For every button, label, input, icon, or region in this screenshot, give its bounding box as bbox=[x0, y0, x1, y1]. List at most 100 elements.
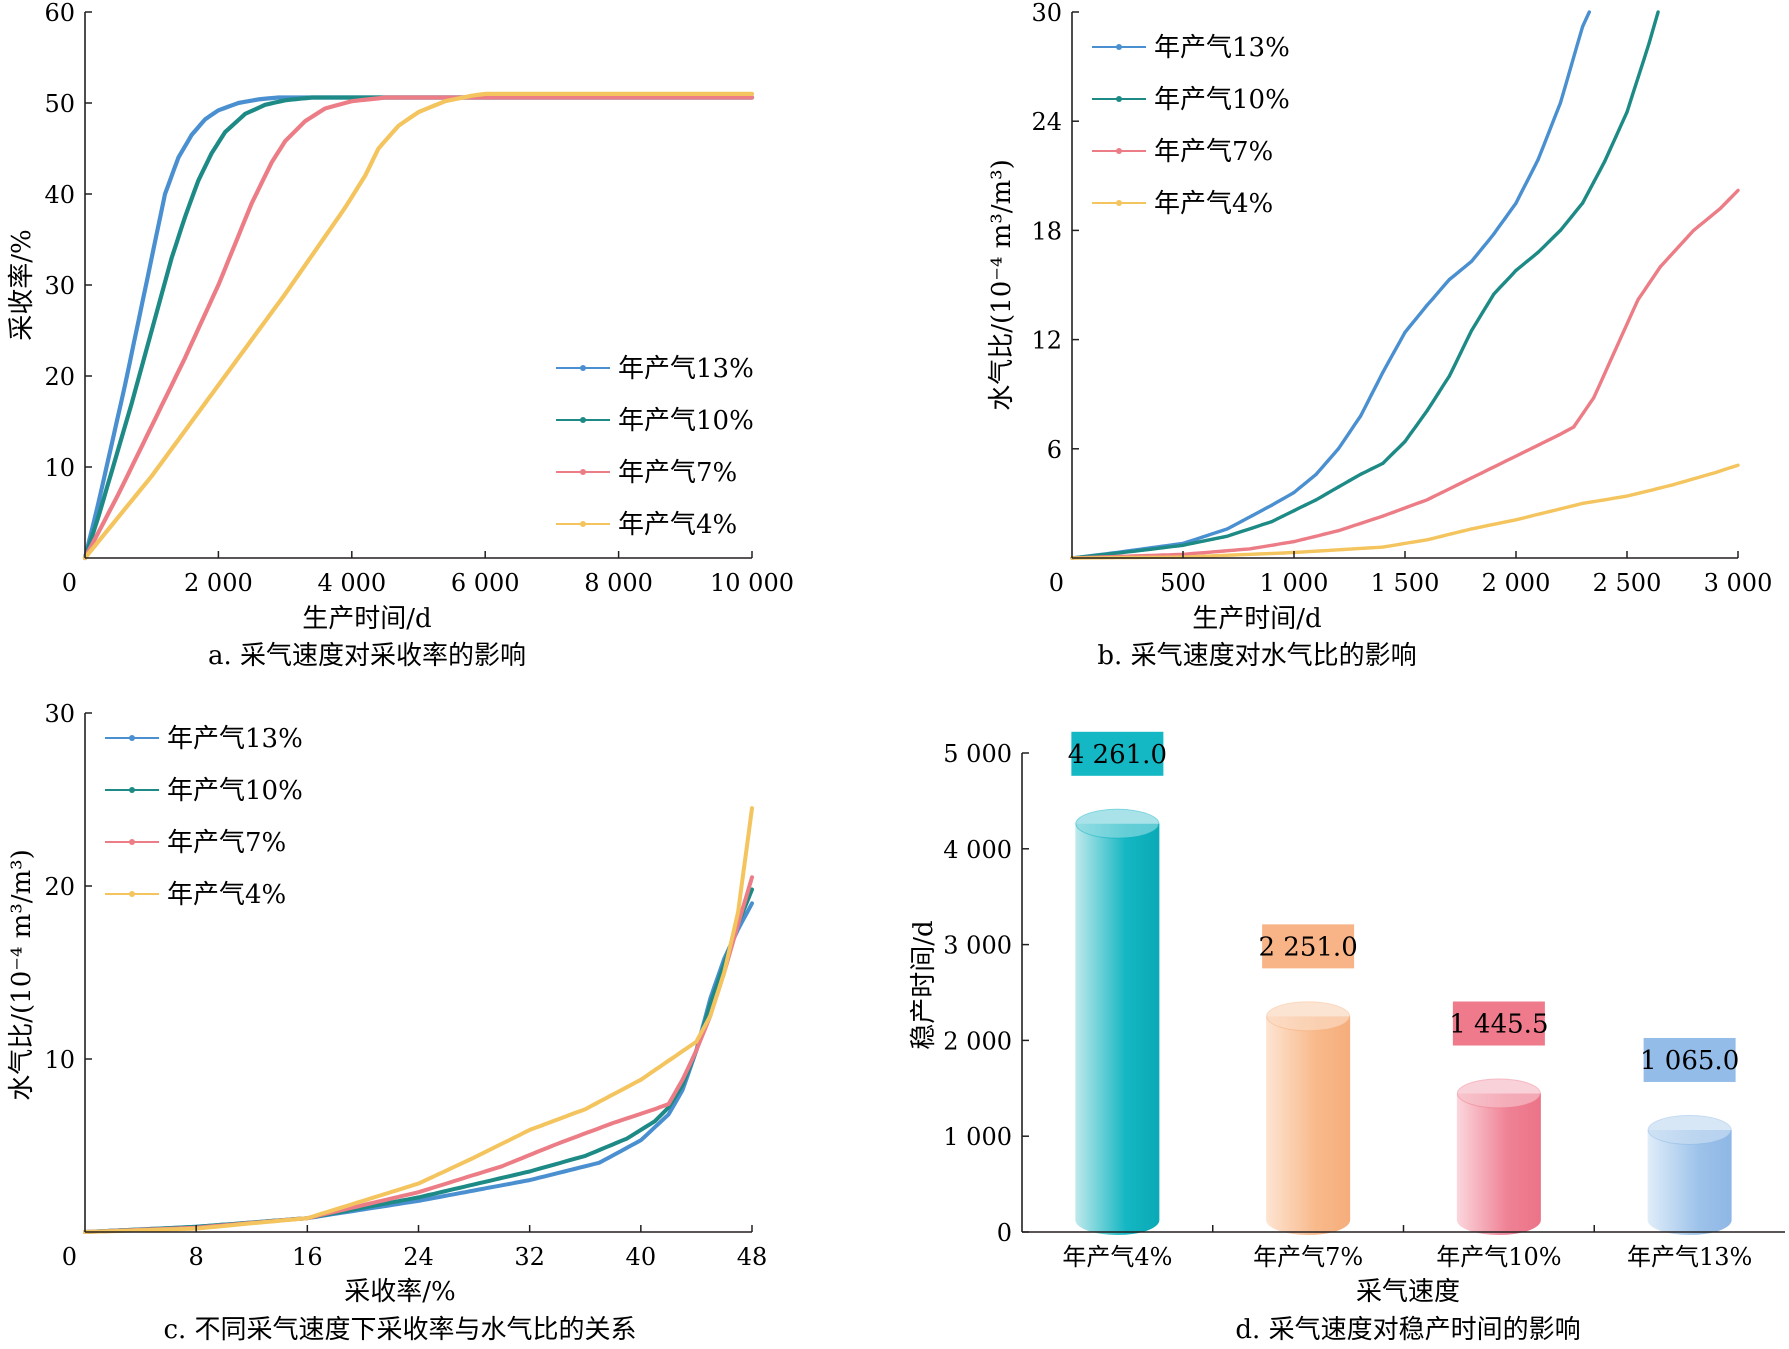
panel-d-xlabel: 采气速度 bbox=[1356, 1277, 1460, 1307]
data-point bbox=[1558, 507, 1562, 511]
data-point bbox=[1220, 535, 1225, 539]
series-line-年产气10% bbox=[83, 887, 754, 1234]
data-point bbox=[112, 501, 116, 505]
legend-label: 年产气7% bbox=[167, 828, 286, 858]
data-point bbox=[1440, 534, 1444, 538]
data-point bbox=[246, 99, 250, 103]
legend-swatch-marker bbox=[129, 787, 135, 793]
panel-b-xlabel: 生产时间/d bbox=[1192, 604, 1321, 634]
bar-top-highlight bbox=[1267, 1002, 1350, 1031]
x-tick-label: 0 bbox=[62, 569, 77, 597]
data-point bbox=[1558, 101, 1562, 105]
data-point bbox=[639, 92, 643, 96]
data-point bbox=[637, 1112, 641, 1116]
data-point bbox=[507, 1174, 512, 1178]
data-point bbox=[169, 385, 173, 389]
data-point bbox=[140, 444, 144, 448]
data-point bbox=[293, 129, 297, 133]
data-point bbox=[578, 1109, 582, 1113]
data-point bbox=[403, 95, 407, 100]
data-point bbox=[1272, 543, 1276, 547]
data-point bbox=[447, 1193, 451, 1197]
data-point bbox=[477, 1187, 481, 1192]
data-point bbox=[268, 313, 272, 317]
data-point bbox=[338, 213, 342, 217]
data-point bbox=[1470, 527, 1474, 531]
data-point bbox=[1242, 547, 1247, 551]
data-point bbox=[323, 106, 327, 111]
series-markers bbox=[83, 95, 749, 560]
data-point bbox=[1121, 550, 1125, 555]
data-point bbox=[1351, 547, 1355, 551]
data-point bbox=[518, 1180, 522, 1184]
data-point bbox=[1531, 446, 1535, 450]
x-tick-label: 1 000 bbox=[1260, 569, 1329, 597]
data-point bbox=[465, 1175, 470, 1179]
data-point bbox=[457, 1186, 461, 1190]
data-point bbox=[569, 92, 573, 96]
data-point bbox=[495, 1166, 499, 1170]
series-markers bbox=[1070, 197, 1731, 560]
x-tick-label: 24 bbox=[403, 1243, 434, 1271]
data-point bbox=[315, 95, 319, 100]
data-point bbox=[676, 1086, 680, 1090]
data-point bbox=[1303, 481, 1307, 485]
legend-swatch-marker bbox=[580, 417, 586, 423]
data-point bbox=[406, 1200, 410, 1204]
data-point bbox=[226, 260, 230, 264]
y-tick-label: 10 bbox=[44, 1046, 75, 1074]
data-point bbox=[578, 1155, 582, 1159]
data-point bbox=[1191, 541, 1195, 545]
data-point bbox=[103, 531, 108, 535]
data-point bbox=[120, 435, 124, 439]
data-point bbox=[604, 95, 608, 100]
data-point bbox=[598, 1099, 603, 1103]
data-point bbox=[1222, 549, 1226, 553]
data-point bbox=[1489, 466, 1493, 470]
data-point bbox=[1381, 461, 1385, 465]
data-point bbox=[1436, 391, 1440, 395]
data-point bbox=[741, 875, 745, 879]
data-point bbox=[159, 404, 163, 409]
data-point bbox=[639, 1078, 643, 1082]
data-point bbox=[514, 95, 518, 100]
series-line-年产气10% bbox=[82, 95, 755, 561]
data-point bbox=[1359, 472, 1363, 476]
data-point bbox=[376, 146, 381, 151]
data-point bbox=[620, 1139, 624, 1143]
data-point bbox=[355, 99, 359, 103]
data-point bbox=[386, 1197, 390, 1201]
data-point bbox=[659, 92, 664, 96]
data-point bbox=[366, 1197, 370, 1201]
data-point bbox=[1503, 280, 1507, 284]
data-point bbox=[446, 1181, 450, 1185]
data-point bbox=[538, 1124, 542, 1128]
y-tick-label: 6 bbox=[1047, 436, 1062, 464]
data-point bbox=[548, 1120, 552, 1124]
data-point bbox=[1420, 500, 1424, 504]
data-point bbox=[1392, 450, 1396, 454]
data-point bbox=[657, 1065, 662, 1069]
data-point bbox=[1697, 224, 1701, 228]
data-point bbox=[1650, 488, 1654, 492]
data-point bbox=[265, 170, 269, 174]
data-point bbox=[1201, 535, 1205, 539]
data-point bbox=[657, 1115, 662, 1119]
series-line-年产气13% bbox=[1070, 10, 1591, 560]
data-point bbox=[163, 192, 167, 196]
data-point bbox=[273, 100, 277, 105]
series-line-年产气13% bbox=[82, 95, 755, 561]
data-point bbox=[188, 345, 192, 349]
data-point bbox=[524, 95, 528, 100]
data-point bbox=[298, 270, 302, 275]
bar-top bbox=[1456, 1078, 1541, 1109]
value-label: 1 065.0 bbox=[1640, 1046, 1739, 1076]
data-point bbox=[216, 108, 220, 112]
data-point bbox=[508, 92, 512, 96]
data-point bbox=[679, 92, 684, 96]
data-point bbox=[438, 101, 442, 105]
data-point bbox=[1414, 424, 1418, 428]
data-point bbox=[1447, 374, 1451, 378]
data-point bbox=[1281, 514, 1285, 518]
data-point bbox=[644, 95, 649, 100]
